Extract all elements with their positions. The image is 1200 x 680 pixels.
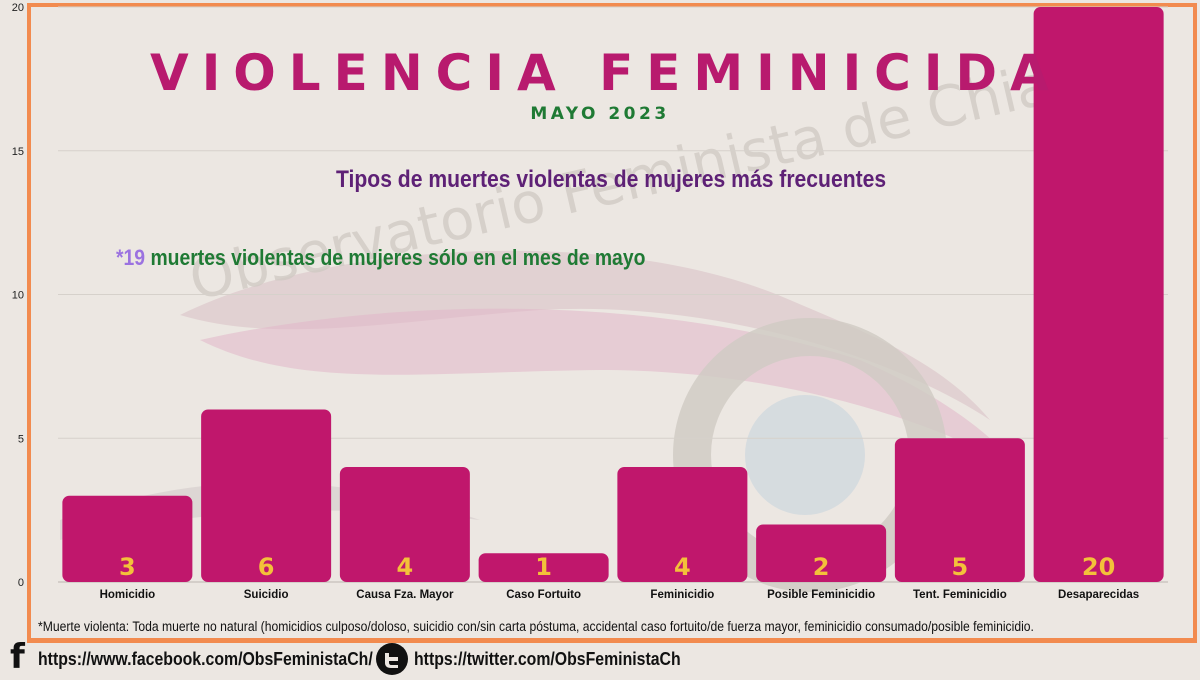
y-tick-label: 15	[12, 146, 24, 158]
twitter-url[interactable]: https://twitter.com/ObsFeministaCh	[414, 648, 681, 669]
bars	[62, 7, 1164, 582]
bar	[756, 524, 887, 582]
facebook-icon[interactable]: f	[10, 637, 25, 677]
watermark-eye-upper	[180, 250, 990, 420]
x-tick-label: Caso Fortuito	[506, 589, 581, 601]
x-tick-label: Posible Feminicidio	[767, 589, 875, 601]
twitter-bird-glyph	[385, 653, 398, 668]
bar-value-label: 3	[119, 553, 136, 581]
twitter-icon[interactable]	[376, 643, 408, 675]
bar-value-label: 5	[952, 553, 969, 581]
bar	[617, 467, 748, 582]
y-tick-label: 5	[18, 433, 24, 445]
value-labels: 3 6 4 1 4 2 5 20	[119, 553, 1115, 581]
bar-value-label: 6	[258, 553, 275, 581]
bar	[339, 467, 470, 582]
bar-value-label: 1	[535, 553, 552, 581]
facebook-link[interactable]: https://www.facebook.com/ObsFeministaCh/	[38, 643, 418, 675]
watermark-pupil	[745, 395, 865, 515]
y-tick-label: 0	[18, 577, 24, 589]
bar-value-label: 4	[674, 553, 691, 581]
bar-value-label: 2	[813, 553, 830, 581]
bar	[201, 409, 332, 582]
x-tick-label: Causa Fza. Mayor	[356, 589, 454, 601]
total-note: *19 muertes violentas de mujeres sólo en…	[116, 245, 645, 271]
x-tick-label: Homicidio	[100, 589, 156, 601]
footnote: *Muerte violenta: Toda muerte no natural…	[38, 619, 1034, 634]
chart-subtitle: MAYO 2023	[530, 104, 670, 124]
facebook-url[interactable]: https://www.facebook.com/ObsFeministaCh/	[38, 648, 373, 669]
bar	[894, 438, 1025, 582]
y-tick-label: 20	[12, 2, 24, 14]
chart-heading: Tipos de muertes violentas de mujeres má…	[336, 166, 887, 193]
total-note-text: muertes violentas de mujeres sólo en el …	[145, 245, 646, 270]
bar-value-label: 4	[397, 553, 414, 581]
total-note-number: *19	[116, 245, 146, 270]
chart-title: VIOLENCIA FEMINICIDA	[150, 44, 1062, 102]
bar	[1033, 7, 1164, 582]
bar	[62, 495, 193, 582]
y-axis-ticks: 0 5 10 15 20	[12, 2, 24, 589]
orange-frame	[27, 3, 1197, 643]
bar	[478, 553, 609, 582]
x-tick-label: Suicidio	[244, 589, 289, 601]
y-tick-label: 10	[12, 290, 24, 302]
x-tick-label: Desaparecidas	[1058, 589, 1139, 601]
bar-value-label: 20	[1082, 553, 1115, 581]
x-axis-labels: Homicidio Suicidio Causa Fza. Mayor Caso Fo…	[100, 589, 1140, 601]
x-tick-label: Feminicidio	[650, 589, 714, 601]
twitter-link[interactable]: https://twitter.com/ObsFeministaCh	[414, 643, 717, 675]
x-tick-label: Tent. Feminicidio	[913, 589, 1007, 601]
